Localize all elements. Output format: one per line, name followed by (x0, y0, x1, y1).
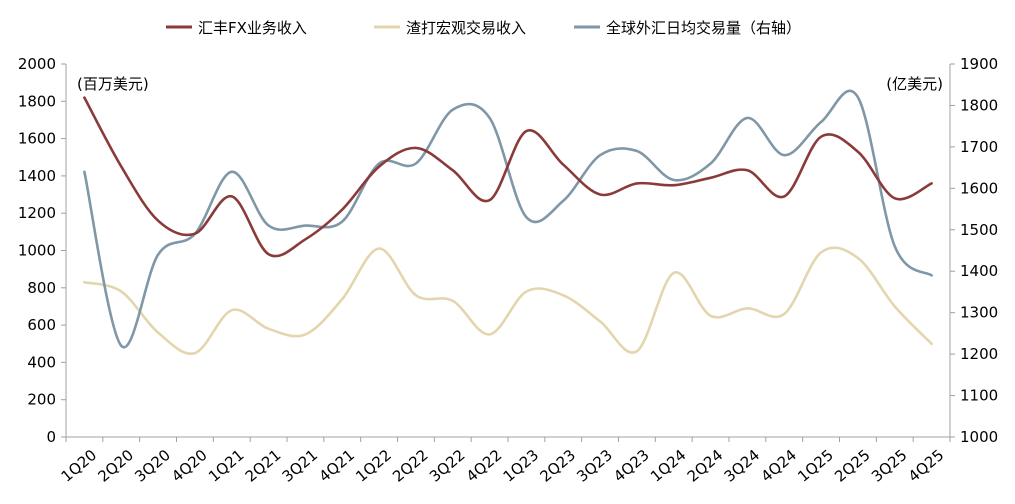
left-tick-label: 400 (27, 353, 56, 371)
x-tick-label: 4Q25 (905, 446, 948, 486)
x-tick-label: 2Q24 (684, 446, 727, 486)
legend-label-0: 汇丰FX业务收入 (198, 19, 307, 37)
x-tick-label: 2Q23 (536, 446, 579, 486)
x-tick-label: 1Q22 (352, 446, 395, 486)
x-tick-label: 3Q22 (426, 446, 469, 486)
left-tick-label: 600 (27, 316, 56, 334)
right-tick-label: 1000 (960, 428, 998, 446)
x-tick-label: 3Q21 (279, 446, 322, 486)
right-axis-unit: (亿美元) (886, 75, 943, 93)
x-tick-label: 4Q20 (168, 446, 211, 486)
axes: 0 200 400 600 800 1000 1200 1400 1600 1800 2000 100… (18, 55, 998, 486)
left-tick-label: 1200 (18, 204, 56, 222)
right-tick-label: 1900 (960, 55, 998, 73)
left-tick-label: 2000 (18, 55, 56, 73)
right-tick-label: 1100 (960, 387, 998, 405)
right-tick-label: 1200 (960, 345, 998, 363)
left-tick-label: 1600 (18, 130, 56, 148)
x-tick-label: 2Q22 (389, 446, 432, 486)
x-tick-label: 4Q23 (610, 446, 653, 486)
x-tick-label: 2Q25 (831, 446, 874, 486)
x-tick-label: 1Q25 (794, 446, 837, 486)
series-line-0 (83, 96, 933, 258)
left-tick-label: 1400 (18, 167, 56, 185)
series-line-1 (83, 246, 933, 355)
x-tick-label: 3Q25 (868, 446, 911, 486)
x-tick-label: 1Q20 (58, 446, 101, 486)
right-tick-label: 1400 (960, 262, 998, 280)
x-tick-label: 2Q20 (94, 446, 137, 486)
right-tick-label: 1800 (960, 96, 998, 114)
x-tick-label: 2Q21 (242, 446, 285, 486)
right-tick-label: 1600 (960, 179, 998, 197)
x-tick-label: 3Q23 (573, 446, 616, 486)
left-tick-label: 800 (27, 279, 56, 297)
left-tick-label: 200 (27, 391, 56, 409)
x-tick-label: 3Q20 (131, 446, 174, 486)
right-tick-label: 1700 (960, 138, 998, 156)
left-tick-label: 0 (46, 428, 56, 446)
right-tick-label: 1300 (960, 304, 998, 322)
legend: 汇丰FX业务收入 渣打宏观交易收入 全球外汇日均交易量（右轴） (166, 19, 801, 37)
series-line-2 (83, 89, 933, 349)
x-tick-label: 3Q24 (721, 446, 764, 486)
x-tick-label: 1Q24 (647, 446, 690, 486)
x-tick-label: 4Q24 (757, 446, 800, 486)
left-axis-unit: (百万美元) (77, 75, 149, 93)
left-tick-label: 1000 (18, 242, 56, 260)
x-tick-label: 1Q23 (500, 446, 543, 486)
right-tick-label: 1500 (960, 221, 998, 239)
legend-label-2: 全球外汇日均交易量（右轴） (606, 19, 801, 37)
x-tick-label: 4Q22 (463, 446, 506, 486)
x-tick-label: 1Q21 (205, 446, 248, 486)
left-tick-label: 1800 (18, 92, 56, 110)
x-tick-label: 4Q21 (315, 446, 358, 486)
series-lines (83, 89, 933, 355)
legend-label-1: 渣打宏观交易收入 (406, 19, 526, 37)
